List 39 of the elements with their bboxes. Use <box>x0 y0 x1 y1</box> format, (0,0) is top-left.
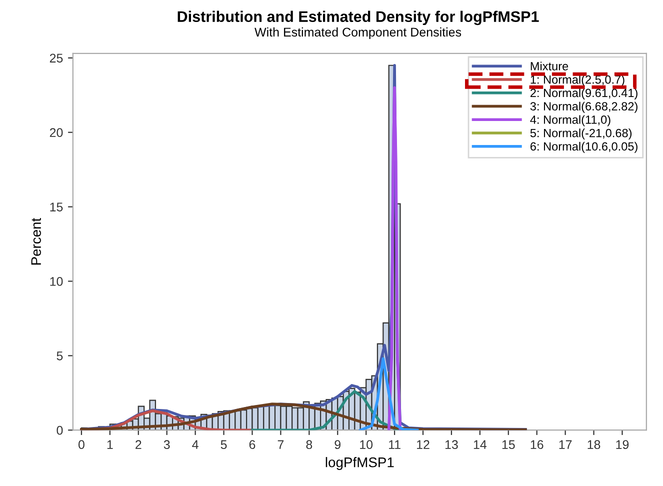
x-tick-label: 13 <box>445 440 458 450</box>
legend-label: 1: Normal(2.5,0.7) <box>530 75 624 86</box>
legend-label: 4: Normal(11,0) <box>530 115 610 126</box>
x-tick-label: 2 <box>136 440 142 449</box>
x-tick-label: 12 <box>417 440 430 449</box>
y-tick-label: 10 <box>50 277 63 286</box>
legend-label: 2: Normal(9.61,0.41) <box>530 88 638 100</box>
legend-label: 3: Normal(6.68,2.82) <box>530 102 638 113</box>
x-tick-label: 6 <box>249 440 256 450</box>
chart-subtitle: With Estimated Component Densities <box>254 27 462 40</box>
y-tick-label: 25 <box>50 54 63 63</box>
x-tick-label: 9 <box>334 440 341 450</box>
y-tick-label: 20 <box>50 128 63 138</box>
x-tick-label: 3 <box>164 440 170 450</box>
x-tick-label: 8 <box>306 440 312 450</box>
x-tick-label: 19 <box>616 440 629 450</box>
x-tick-label: 11 <box>389 440 400 449</box>
x-tick-label: 17 <box>559 440 572 449</box>
line-series <box>80 402 527 430</box>
x-tick-label: 15 <box>502 440 515 450</box>
legend-label: 5: Normal(-21,0.68) <box>530 128 632 140</box>
x-tick-label: 1 <box>107 440 113 449</box>
line-series <box>387 86 402 430</box>
x-tick-label: 4 <box>192 440 198 449</box>
x-tick-label: 5 <box>220 440 227 450</box>
x-tick-label: 14 <box>474 440 487 449</box>
y-tick-label: 5 <box>56 352 63 360</box>
y-axis-title: Percent <box>31 218 42 265</box>
y-tick-label: 0 <box>56 426 63 435</box>
x-tick-label: 7 <box>278 440 284 449</box>
x-axis-title: logPfMSP1 <box>326 457 394 470</box>
legend-label: 6: Normal(10.6,0.05) <box>530 142 638 153</box>
y-tick-label: 15 <box>50 202 63 212</box>
legend-label: Mixture <box>530 62 568 70</box>
chart-title: Distribution and Estimated Density for logPfMSP1 <box>178 10 539 26</box>
x-tick-label: 18 <box>588 440 600 450</box>
x-tick-label: 10 <box>360 440 373 450</box>
x-tick-label: 0 <box>78 440 84 450</box>
x-tick-label: 16 <box>530 440 544 450</box>
